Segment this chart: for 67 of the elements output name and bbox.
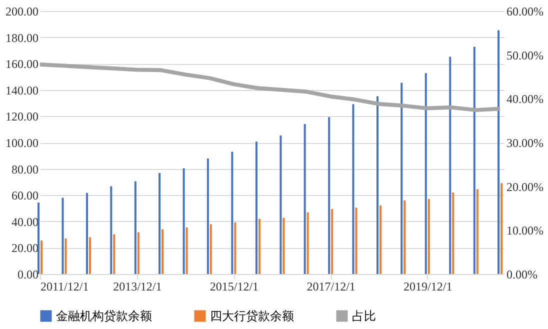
bar [258,218,260,274]
y-tick-label: 120.00 [6,110,38,124]
x-tick-label: 2011/12/1 [40,280,89,294]
y-tick-label: 180.00 [6,30,38,45]
bar [64,238,67,274]
bar [304,124,306,274]
bar [449,56,452,274]
bar [355,208,358,274]
bar [110,186,112,274]
y-tick-label: 20.00 [12,241,38,256]
bar [424,73,427,274]
bar [137,232,140,274]
y-tick-label: 160.00 [6,57,38,72]
y2-tick-label: 50.00% [506,48,544,62]
bar [404,200,406,274]
bar [379,205,382,274]
bar [234,222,236,274]
x-tick-label: 2019/12/1 [404,280,452,294]
bar [40,240,42,274]
bar [158,173,161,274]
y-tick-label: 60.00 [12,188,38,203]
bar [428,199,430,274]
bar [282,218,285,274]
bar [86,192,88,274]
bar [476,189,478,274]
legend-label: 四大行贷款余额 [210,309,294,323]
bar [182,168,185,274]
bar [231,152,234,274]
bar [452,192,454,274]
line-series [38,62,502,112]
y2-tick-label: 60.00% [506,4,544,18]
y-tick-label: 80.00 [12,162,38,176]
bar [62,198,64,274]
y-tick-label: 140.00 [6,83,38,98]
y-tick-label: 200.00 [6,4,38,18]
bar [210,224,212,274]
bar [162,229,164,274]
y2-tick-label: 0.00% [506,268,538,282]
bar [38,202,40,274]
bar [206,158,209,274]
y2-tick-label: 20.00% [506,180,544,194]
x-tick-label: 2017/12/1 [306,280,356,294]
bar [255,142,258,274]
y2-tick-label: 40.00% [506,92,544,106]
y-tick-label: 100.00 [6,136,38,150]
bar [328,117,330,274]
bar [331,209,334,274]
legend-label: 金融机构贷款余额 [56,309,152,323]
legend-label: 占比 [352,309,376,323]
bar [113,234,116,274]
x-tick-label: 2015/12/1 [210,280,259,294]
y2-tick-label: 10.00% [506,224,544,238]
y-tick-label: 40.00 [12,214,38,229]
bar [400,82,403,274]
y2-tick-label: 30.00% [506,136,544,150]
y-tick-label: 0.00 [18,268,38,282]
bar [498,30,500,274]
bar [376,96,378,274]
bar [473,46,476,274]
bar [134,181,136,274]
bar [280,136,282,274]
bar [306,212,309,274]
x-tick-label: 2013/12/1 [113,280,162,294]
bar [352,104,354,274]
bar [186,227,188,274]
bar [500,183,503,274]
bar [89,237,92,274]
